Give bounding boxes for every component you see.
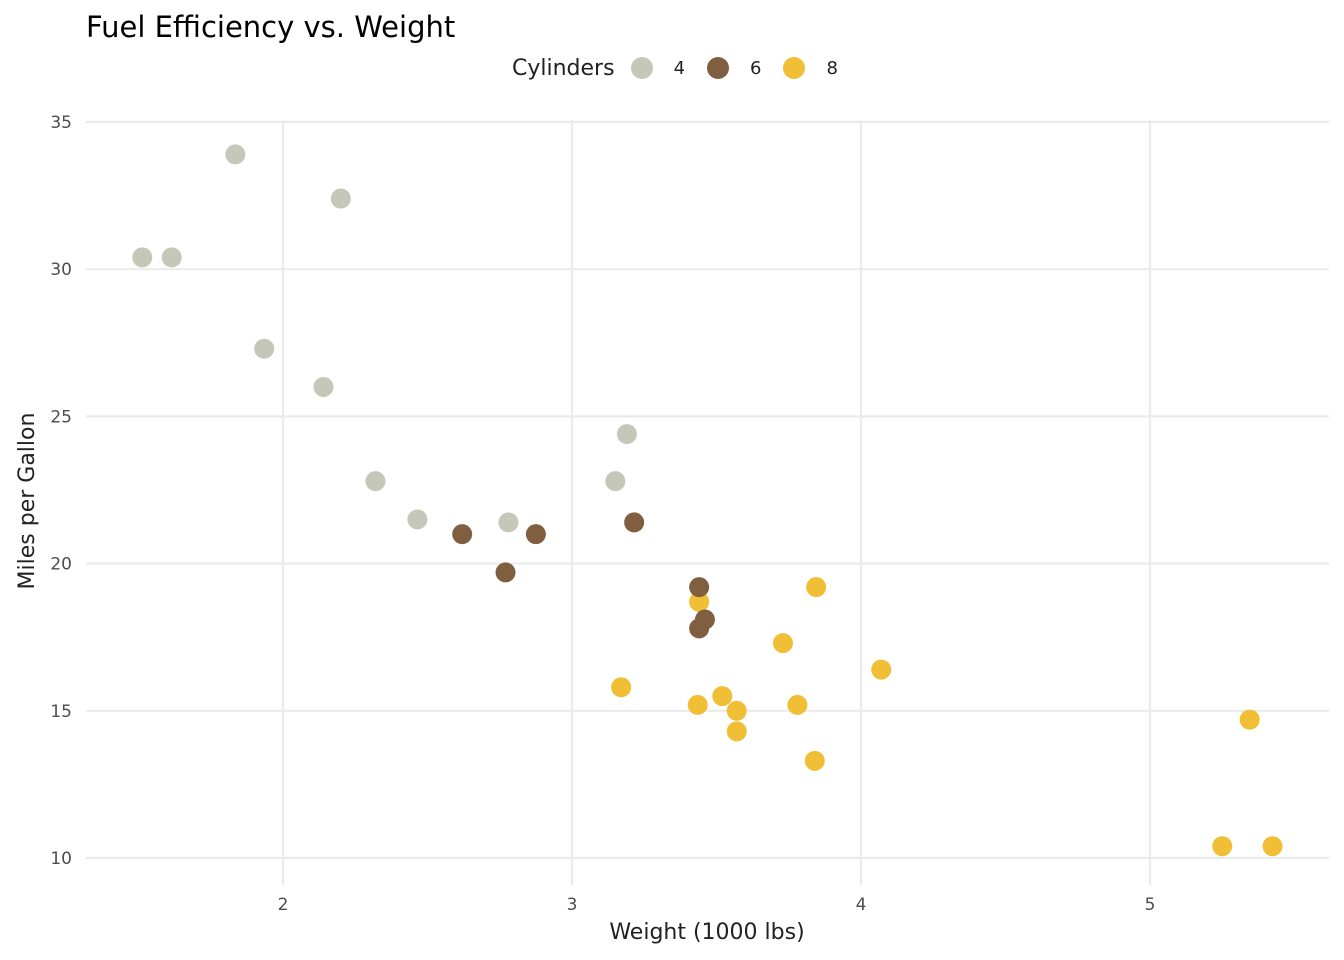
data-point-cyl-8 — [787, 694, 808, 715]
y-axis-title: Miles per Gallon — [15, 413, 40, 590]
chart-title: Fuel Efficiency vs. Weight — [86, 10, 456, 44]
x-tick-label: 2 — [278, 895, 289, 915]
y-tick-label: 20 — [50, 555, 72, 575]
data-point-cyl-4 — [616, 424, 637, 445]
y-tick-label: 10 — [50, 849, 72, 869]
legend-title: Cylinders — [512, 55, 615, 81]
data-point-cyl-4 — [605, 471, 626, 492]
x-tick-label: 5 — [1145, 895, 1156, 915]
data-point-cyl-6 — [452, 524, 473, 545]
data-point-cyl-6 — [689, 618, 710, 639]
x-tick-label: 4 — [856, 895, 867, 915]
data-point-cyl-8 — [726, 700, 747, 721]
data-point-cyl-4 — [365, 471, 386, 492]
x-tick-label: 3 — [567, 895, 578, 915]
data-point-cyl-4 — [132, 247, 153, 268]
legend-swatch-8 — [783, 57, 806, 79]
data-point-cyl-6 — [624, 512, 645, 533]
legend-swatch-4 — [630, 57, 653, 79]
data-point-cyl-4 — [330, 188, 351, 209]
y-tick-labels: 10 15 20 25 30 35 — [50, 113, 72, 869]
data-point-cyl-4 — [161, 247, 182, 268]
data-point-cyl-4 — [313, 376, 334, 397]
legend-label-6: 6 — [750, 57, 762, 79]
y-tick-label: 35 — [50, 113, 72, 133]
legend-swatch-6 — [707, 57, 730, 79]
gridlines — [86, 120, 1329, 885]
data-point-cyl-8 — [726, 721, 747, 742]
legend-item-6: 6 — [707, 57, 761, 79]
data-point-cyl-8 — [611, 677, 632, 698]
y-tick-label: 25 — [50, 407, 72, 427]
legend-item-8: 8 — [783, 57, 838, 79]
data-point-cyl-6 — [525, 524, 546, 545]
data-point-cyl-8 — [871, 659, 892, 680]
data-point-cyl-8 — [687, 694, 708, 715]
data-point-cyl-8 — [804, 750, 825, 771]
data-point-cyl-8 — [1212, 836, 1233, 857]
data-point-cyl-8 — [772, 633, 793, 654]
data-point-cyl-6 — [495, 562, 516, 583]
data-point-cyl-8 — [712, 686, 733, 707]
y-tick-label: 15 — [50, 702, 72, 722]
data-point-cyl-6 — [689, 577, 710, 598]
legend-label-4: 4 — [673, 57, 686, 79]
data-point-cyl-4 — [498, 512, 519, 533]
data-point-cyl-4 — [407, 509, 428, 530]
data-point-cyl-8 — [689, 591, 710, 612]
x-tick-labels: 2 3 4 5 — [278, 895, 1156, 915]
data-point-cyl-8 — [806, 577, 827, 598]
data-point-cyl-4 — [225, 144, 246, 165]
data-point-cyl-4 — [254, 338, 275, 359]
data-point-cyl-8 — [1239, 709, 1260, 730]
legend-label-8: 8 — [826, 57, 838, 79]
y-tick-label: 30 — [50, 260, 72, 280]
data-points — [132, 144, 1283, 857]
legend-item-4: 4 — [630, 57, 686, 79]
data-point-cyl-8 — [1262, 836, 1283, 857]
legend: Cylinders 4 6 8 — [512, 52, 860, 84]
x-axis-title: Weight (1000 lbs) — [609, 920, 804, 945]
